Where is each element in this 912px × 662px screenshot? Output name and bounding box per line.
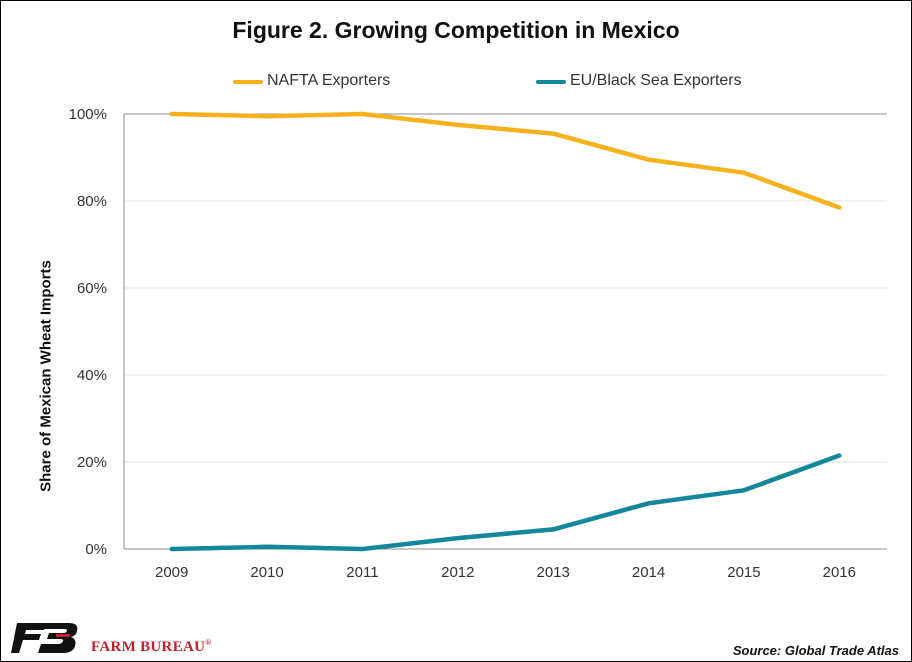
y-tick-label: 80% bbox=[77, 193, 107, 210]
brand-name: FARM BUREAU® bbox=[91, 638, 212, 656]
chart-legend: NAFTA Exporters EU/Black Sea Exporters bbox=[233, 71, 793, 93]
farm-bureau-fb-logo-icon bbox=[11, 623, 78, 653]
legend-swatch-eu-black-sea bbox=[536, 80, 566, 84]
brand-name-text: FARM BUREAU bbox=[91, 639, 206, 655]
x-tick-label: 2015 bbox=[727, 564, 760, 581]
x-tick-label: 2010 bbox=[250, 564, 283, 581]
y-tick-label: 40% bbox=[77, 367, 107, 384]
gridlines bbox=[124, 113, 887, 463]
y-tick-labels: 0% 20% 40% 60% 80% 100% bbox=[69, 106, 107, 558]
x-tick-label: 2016 bbox=[823, 564, 856, 581]
plot-area: 0%20%40%60%80%100% 2009 2010 2011 2012 2013 2… bbox=[69, 106, 887, 581]
legend-swatch-nafta bbox=[233, 80, 263, 84]
series-line-nafta bbox=[169, 111, 842, 210]
legend-label-nafta: NAFTA Exporters bbox=[267, 72, 391, 89]
x-tick-label: 2014 bbox=[632, 564, 665, 581]
x-tick-label: 2012 bbox=[441, 564, 474, 581]
axes bbox=[123, 114, 887, 550]
x-tick-labels: 2009 2010 2011 2012 2013 2014 2015 2016 bbox=[155, 564, 856, 581]
y-tick-label: 20% bbox=[77, 454, 107, 471]
y-tick-label: 0% bbox=[85, 541, 107, 558]
source-note: Source: Global Trade Atlas bbox=[732, 643, 899, 658]
x-tick-label: 2013 bbox=[537, 564, 570, 581]
series-lines bbox=[169, 111, 842, 552]
x-tick-label: 2009 bbox=[155, 564, 188, 581]
legend-label-eu-black-sea: EU/Black Sea Exporters bbox=[570, 72, 742, 89]
y-tick-label: 60% bbox=[77, 280, 107, 297]
registered-mark: ® bbox=[205, 638, 212, 647]
y-tick-label: 100% bbox=[69, 106, 107, 123]
series-line-eu-black-sea bbox=[169, 453, 842, 552]
farm-bureau-logo: FARM BUREAU® bbox=[11, 621, 241, 657]
x-tick-label: 2011 bbox=[346, 564, 378, 581]
chart-title: Figure 2. Growing Competition in Mexico bbox=[232, 17, 680, 43]
